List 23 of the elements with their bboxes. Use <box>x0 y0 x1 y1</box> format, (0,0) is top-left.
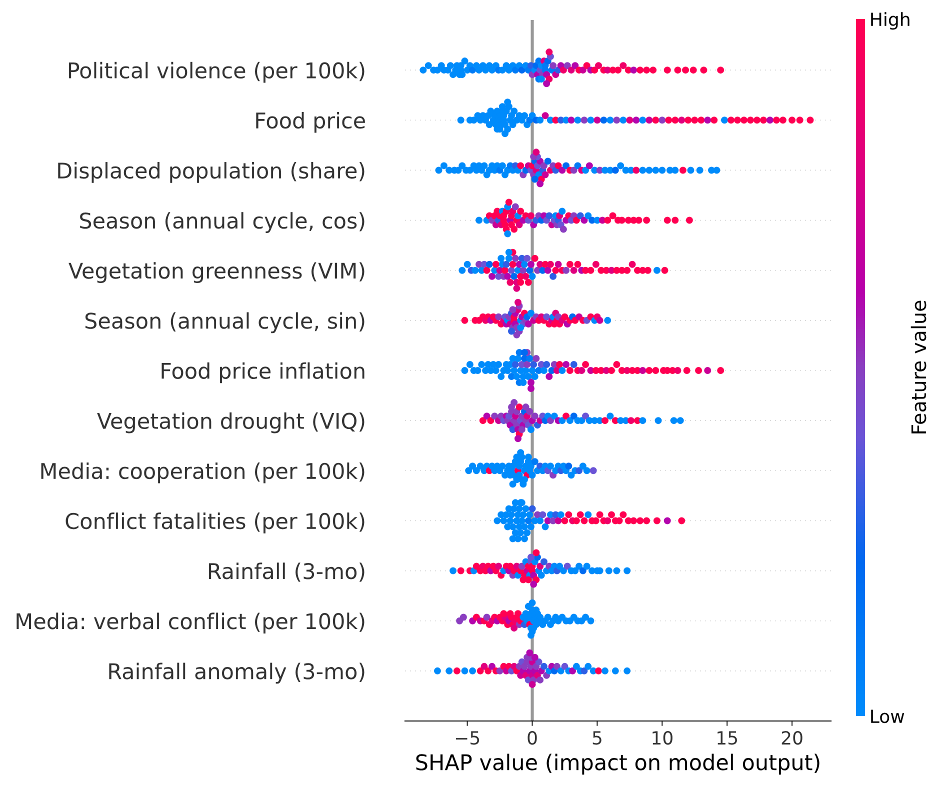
y-tick-label: Political violence (per 100k) <box>68 62 364 83</box>
y-tick-label: Food price inflation <box>162 362 364 384</box>
x-tick-label: 10 <box>652 731 672 745</box>
x-tick-label: −5 <box>456 731 480 745</box>
color-bar-label: High <box>871 12 910 30</box>
x-tick-label: 0 <box>528 731 537 745</box>
y-tick-label: Food price <box>256 112 365 133</box>
color-bar-label: Low <box>871 710 904 724</box>
y-tick-label: Displaced population (share) <box>58 162 364 183</box>
y-tick-label: Rainfall anomaly (3-mo) <box>109 662 364 684</box>
x-tick-label: 15 <box>718 731 738 745</box>
y-tick-label: Media: verbal conflict (per 100k) <box>16 612 364 634</box>
x-tick-label: 20 <box>782 731 802 745</box>
y-tick-label: Vegetation drought (VIQ) <box>97 412 364 434</box>
y-tick-label: Media: cooperation (per 100k) <box>41 462 364 484</box>
y-tick-label: Rainfall (3-mo) <box>208 562 364 582</box>
y-tick-label: Season (annual cycle, cos) <box>80 212 364 233</box>
x-tick-label: 5 <box>592 731 602 745</box>
y-tick-label: Vegetation greenness (VIM) <box>68 262 364 284</box>
y-tick-label: Season (annual cycle, sin) <box>85 312 364 334</box>
x-axis-title: SHAP value (impact on model output) <box>416 754 820 775</box>
y-tick-label: Conflict fatalities (per 100k) <box>66 512 364 534</box>
color-bar-title: Feature value <box>910 300 926 434</box>
